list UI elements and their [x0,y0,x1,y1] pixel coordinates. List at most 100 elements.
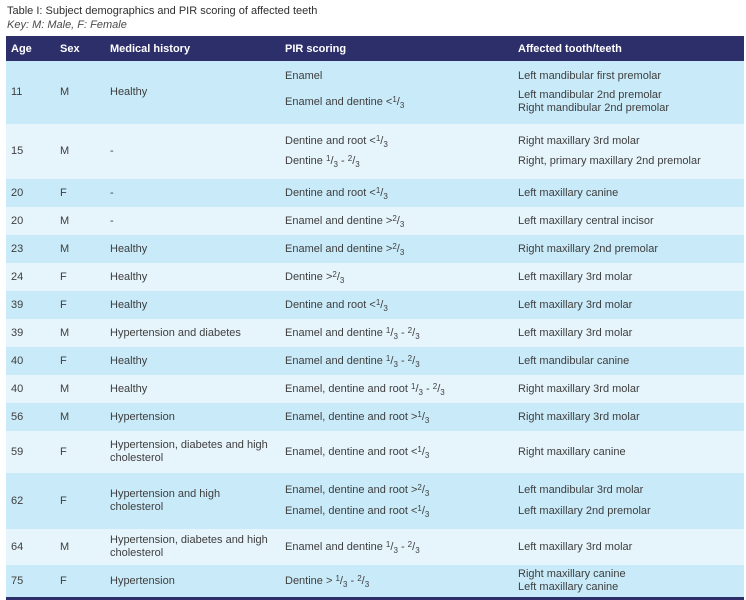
table-bottom-rule [6,597,744,600]
pir-teeth-group: Enamel and dentine 1/3 - 2/3 Left maxilla… [285,325,744,341]
teeth-cell: Left maxillary 3rd molar [518,299,744,312]
tooth-line: Left maxillary 3rd molar [518,540,633,553]
pir-teeth-group: Enamel and dentine 1/3 - 2/3 Left maxilla… [285,539,744,555]
pir-cell: Dentine and root <1/3 [285,297,388,313]
sex-cell: F [60,574,67,587]
table-header-row: Age Sex Medical history PIR scoring Affe… [6,36,744,61]
column-header-sex: Sex [60,42,80,55]
tooth-line: Left maxillary central incisor [518,214,654,227]
sex-cell: F [60,270,67,283]
history-cell: Healthy [110,242,148,255]
pir-teeth-groups: Enamel, dentine and root 1/3 - 2/3 Right … [285,375,744,403]
tooth-line: Left maxillary 3rd molar [518,270,633,283]
pir-cell: Enamel, dentine and root 1/3 - 2/3 [285,381,445,397]
table-row: 40 F Healthy Enamel and dentine 1/3 - 2/3 Le… [6,347,744,375]
pir-teeth-groups: Enamel and dentine >2/3 Right maxillary 2… [285,235,744,263]
teeth-cell: Right maxillary 2nd premolar [518,243,744,256]
sex-cell: M [60,540,70,553]
sex-cell: M [60,410,70,423]
pir-cell: Enamel, dentine and root <1/3 [285,444,430,460]
table-row: 64 M Hypertension, diabetes and high chole… [6,529,744,565]
pir-teeth-group: Dentine and root <1/3 Left maxillary 3rd … [285,297,744,313]
age-cell: 23 [11,242,24,255]
age-cell: 24 [11,270,24,283]
age-cell: 64 [11,540,24,553]
table-row: 39 M Hypertension and diabetes Enamel and d… [6,319,744,347]
pir-teeth-groups: Dentine and root <1/3 Right maxillary 3rd… [285,124,744,179]
tooth-line: Left maxillary canine [518,186,619,199]
table-row: 20 F - Dentine and root <1/3 Left maxillary … [6,179,744,207]
pir-teeth-group: Enamel, dentine and root >1/3 Right maxil… [285,410,744,424]
teeth-cell: Left maxillary 3rd molar [518,541,744,554]
pir-teeth-groups: Enamel and dentine 1/3 - 2/3 Left mandibu… [285,347,744,375]
teeth-cell: Left maxillary canine [518,187,744,200]
tooth-line: Right maxillary canine [518,445,626,458]
sex-cell: M [60,145,70,157]
sex-cell: F [60,186,67,199]
history-cell: - [110,145,114,157]
teeth-cell: Right, primary maxillary 2nd premolar [518,155,744,168]
sex-cell: F [60,445,67,458]
sex-cell: M [60,86,70,98]
column-header-age: Age [11,42,32,55]
age-cell: 62 [11,494,24,507]
pir-teeth-group: Dentine 1/3 - 2/3 Right, primary maxillar… [285,155,744,169]
pir-cell: Dentine and root <1/3 [285,185,388,201]
tooth-line: Left mandibular canine [518,354,630,367]
sex-cell: M [60,214,70,227]
tooth-line: Right maxillary 3rd molar [518,134,640,147]
age-cell: 11 [11,86,23,98]
teeth-cell: Left mandibular 3rd molar [518,484,744,497]
pir-teeth-groups: Enamel, dentine and root >2/3 Left mandib… [285,473,744,529]
column-header-affected-tooth: Affected tooth/teeth [518,42,622,55]
teeth-cell: Left maxillary central incisor [518,215,744,228]
pir-cell: Dentine >2/3 [285,269,345,285]
table-row: 40 M Healthy Enamel, dentine and root 1/3 -… [6,375,744,403]
teeth-cell: Left maxillary 2nd premolar [518,505,744,518]
sex-cell: F [60,354,67,367]
pir-teeth-groups: Dentine > 1/3 - 2/3 Right maxillary canin… [285,565,744,597]
age-cell: 20 [11,214,24,227]
pir-cell: Enamel and dentine 1/3 - 2/3 [285,325,420,341]
pir-teeth-groups: Dentine and root <1/3 Left maxillary cani… [285,179,744,207]
tooth-line: Right mandibular 2nd premolar [518,102,670,114]
pir-teeth-groups: Enamel and dentine 1/3 - 2/3 Left maxilla… [285,319,744,347]
table-row: 62 F Hypertension and high cholesterol Enam… [6,473,744,529]
age-cell: 39 [11,298,24,311]
table-row: 24 F Healthy Dentine >2/3 Left maxillary 3rd… [6,263,744,291]
table-row: 20 M - Enamel and dentine >2/3 Left maxillar… [6,207,744,235]
pir-teeth-group: Enamel and dentine <1/3 Left mandibular 2… [285,89,744,115]
teeth-cell: Right maxillary canine Left maxillary can… [518,568,744,594]
history-cell: Hypertension and high cholesterol [110,488,221,513]
pir-teeth-group: Dentine >2/3 Left maxillary 3rd molar [285,269,744,285]
pir-teeth-group: Dentine > 1/3 - 2/3 Right maxillary canin… [285,568,744,594]
tooth-line: Right maxillary 3rd molar [518,410,640,423]
tooth-line: Left maxillary 3rd molar [518,326,633,339]
table-caption: Table I: Subject demographics and PIR sc… [0,0,746,32]
teeth-cell: Right maxillary canine [518,446,744,459]
tooth-line: Right maxillary 3rd molar [518,382,640,395]
tooth-line: Left maxillary canine [518,581,619,593]
teeth-cell: Right maxillary 3rd molar [518,383,744,396]
table-row: 75 F Hypertension Dentine > 1/3 - 2/3 Right … [6,565,744,597]
history-cell: Hypertension and diabetes [110,326,241,339]
pir-cell: Enamel [285,70,323,82]
teeth-cell: Left mandibular first premolar [518,70,744,83]
age-cell: 59 [11,445,24,458]
pir-teeth-group: Enamel, dentine and root >2/3 Left mandib… [285,484,744,498]
teeth-cell: Right maxillary 3rd molar [518,135,744,148]
pir-teeth-groups: Dentine >2/3 Left maxillary 3rd molar [285,263,744,291]
teeth-cell: Left maxillary 3rd molar [518,271,744,284]
sex-cell: M [60,326,70,339]
table-body: 11 M Healthy Enamel Left mandibular first pr… [6,61,744,597]
pir-teeth-groups: Enamel Left mandibular first premolar Enam… [285,61,744,124]
table-row: 15 M - Dentine and root <1/3 Right maxillary… [6,124,744,179]
tooth-line: Right, primary maxillary 2nd premolar [518,155,701,168]
pir-cell: Enamel and dentine 1/3 - 2/3 [285,539,420,555]
table-row: 23 M Healthy Enamel and dentine >2/3 Right m… [6,235,744,263]
history-cell: - [110,214,114,227]
history-cell: Healthy [110,354,148,367]
pir-cell: Enamel and dentine 1/3 - 2/3 [285,353,420,369]
sex-cell: M [60,242,70,255]
pir-teeth-groups: Enamel and dentine 1/3 - 2/3 Left maxilla… [285,529,744,565]
